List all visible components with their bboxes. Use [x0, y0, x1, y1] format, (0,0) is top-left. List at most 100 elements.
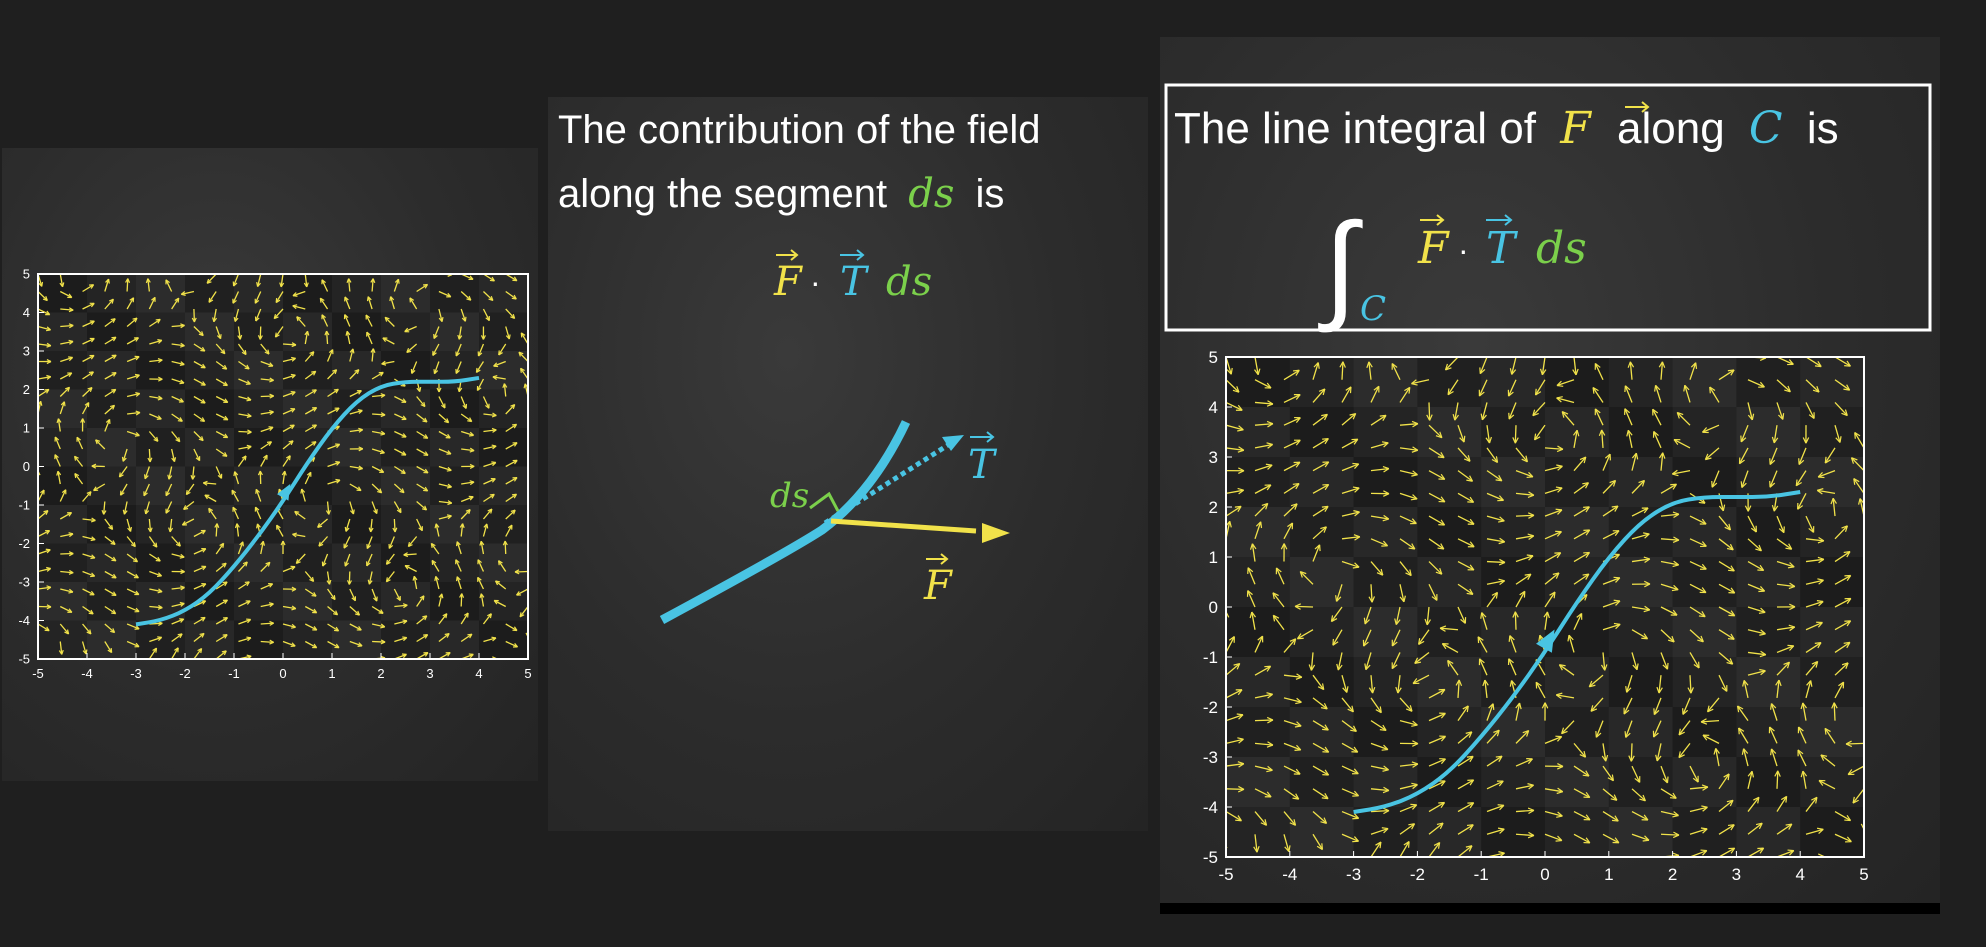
field-arrowhead — [332, 610, 339, 616]
field-arrowhead — [1787, 849, 1795, 856]
field-arrow — [1486, 470, 1503, 482]
field-arrowhead — [183, 505, 189, 511]
plot-cell — [1800, 557, 1864, 608]
field-arrow — [366, 553, 373, 567]
field-arrow — [393, 278, 400, 292]
field-arrow — [1254, 502, 1269, 517]
field-arrow — [1226, 738, 1244, 744]
field-arrowhead — [982, 523, 1010, 543]
field-arrowhead — [332, 369, 338, 375]
field-arrowhead — [222, 617, 229, 622]
field-arrow — [304, 389, 317, 398]
label-T-arrow — [970, 431, 995, 443]
field-arrowhead — [1497, 804, 1505, 811]
field-arrowhead — [516, 591, 522, 596]
field-arrow — [215, 466, 223, 479]
field-arrowhead — [1528, 856, 1530, 857]
field-arrow — [458, 326, 462, 340]
field-arrow — [455, 361, 462, 374]
field-arrow — [238, 360, 250, 370]
field-arrowhead — [534, 529, 538, 533]
field-arrowhead — [321, 314, 326, 320]
field-arrowhead — [1652, 408, 1659, 416]
field-arrowhead — [488, 295, 494, 302]
field-arrow — [438, 593, 443, 607]
field-arrowhead — [1521, 455, 1529, 463]
field-arrow — [438, 413, 450, 424]
formula-T: T — [840, 259, 870, 305]
field-arrowhead — [290, 642, 296, 648]
field-arrow — [193, 565, 207, 573]
field-arrow — [1834, 662, 1849, 676]
field-arrowhead — [1260, 819, 1268, 826]
field-arrow — [60, 324, 74, 328]
field-arrow — [416, 615, 428, 625]
field-arrowhead — [1411, 782, 1418, 790]
field-arrowhead — [1410, 803, 1418, 810]
tangent-vector — [823, 437, 958, 526]
plot-cell — [1353, 357, 1418, 408]
field-arrow — [1486, 515, 1505, 522]
field-arrow — [260, 343, 270, 355]
field-arrow — [416, 465, 429, 474]
field-arrow — [1428, 842, 1441, 857]
field-arrow — [1573, 613, 1583, 631]
field-arrow — [82, 570, 95, 577]
field-arrowhead — [132, 557, 139, 563]
field-arrow — [74, 455, 84, 467]
field-arrowhead — [1729, 349, 1735, 354]
plot-cell — [1672, 807, 1737, 857]
field-arrow — [1481, 402, 1488, 421]
plot-cell — [1736, 807, 1801, 857]
field-arrowhead — [1526, 554, 1534, 561]
field-arrowhead — [1507, 389, 1514, 397]
field-arrow — [1312, 505, 1329, 517]
field-arrowhead — [167, 474, 173, 480]
y-tick-label: 4 — [1209, 398, 1218, 417]
field-arrowhead — [134, 607, 140, 613]
field-arrow — [327, 274, 329, 275]
field-arrow — [60, 308, 74, 311]
field-arrow — [1573, 506, 1590, 517]
field-arrow — [1428, 801, 1445, 813]
field-arrow — [181, 290, 195, 295]
field-arrowhead — [1757, 847, 1765, 854]
field-arrow — [1515, 590, 1526, 608]
field-arrow — [1690, 357, 1691, 358]
field-arrowhead — [269, 393, 274, 399]
field-arrowhead — [1624, 385, 1631, 393]
plot-cell — [1417, 757, 1482, 808]
plot-cell — [1226, 507, 1291, 558]
field-arrow — [1254, 423, 1273, 426]
field-arrow — [1602, 577, 1621, 585]
field-arrow — [238, 600, 251, 608]
plot-cell — [430, 389, 480, 429]
field-arrowhead — [257, 470, 263, 476]
plot-cell — [1481, 807, 1546, 857]
plot-cell — [234, 351, 284, 390]
field-arrow — [237, 541, 244, 555]
field-arrowhead — [1410, 518, 1417, 525]
field-arrowhead — [237, 334, 243, 340]
field-arrow — [1312, 811, 1327, 824]
field-arrow — [460, 413, 473, 423]
field-arrow — [1254, 742, 1273, 746]
plot-cell — [1800, 457, 1864, 508]
plot-cell — [136, 389, 186, 429]
field-arrow — [1834, 379, 1851, 391]
plot-cell — [1289, 507, 1355, 558]
field-arrowhead — [1638, 479, 1646, 487]
plot-background — [38, 274, 528, 659]
field-arrowhead — [1435, 568, 1443, 575]
field-arrowhead — [494, 580, 501, 586]
field-arrow — [260, 640, 274, 644]
field-arrowhead — [1321, 413, 1328, 421]
field-arrow — [1776, 770, 1779, 789]
field-arrow — [1428, 822, 1444, 835]
field-arrow — [1486, 560, 1506, 564]
field-arrow — [1283, 788, 1300, 800]
field-arrowhead — [312, 608, 318, 614]
field-arrowhead — [354, 610, 361, 616]
field-arrow — [1341, 361, 1344, 380]
field-arrow — [1283, 765, 1301, 775]
